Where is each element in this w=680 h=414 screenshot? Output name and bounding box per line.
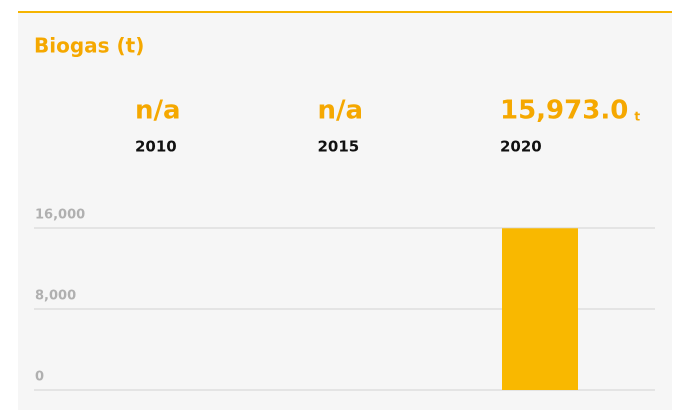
y-tick-label: 0 xyxy=(35,370,44,385)
year-label: 2020 xyxy=(500,138,542,156)
value-label: 15,973.0 xyxy=(500,96,628,126)
value-label: n/a xyxy=(318,96,364,126)
value-label: n/a xyxy=(135,96,181,126)
bar xyxy=(502,228,578,390)
y-tick-label: 8,000 xyxy=(35,289,76,304)
year-label: 2010 xyxy=(135,138,177,156)
chart-title: Biogas (t) xyxy=(34,34,144,58)
year-label: 2015 xyxy=(318,138,360,156)
unit-label: t xyxy=(634,110,640,124)
y-tick-label: 16,000 xyxy=(35,208,85,223)
